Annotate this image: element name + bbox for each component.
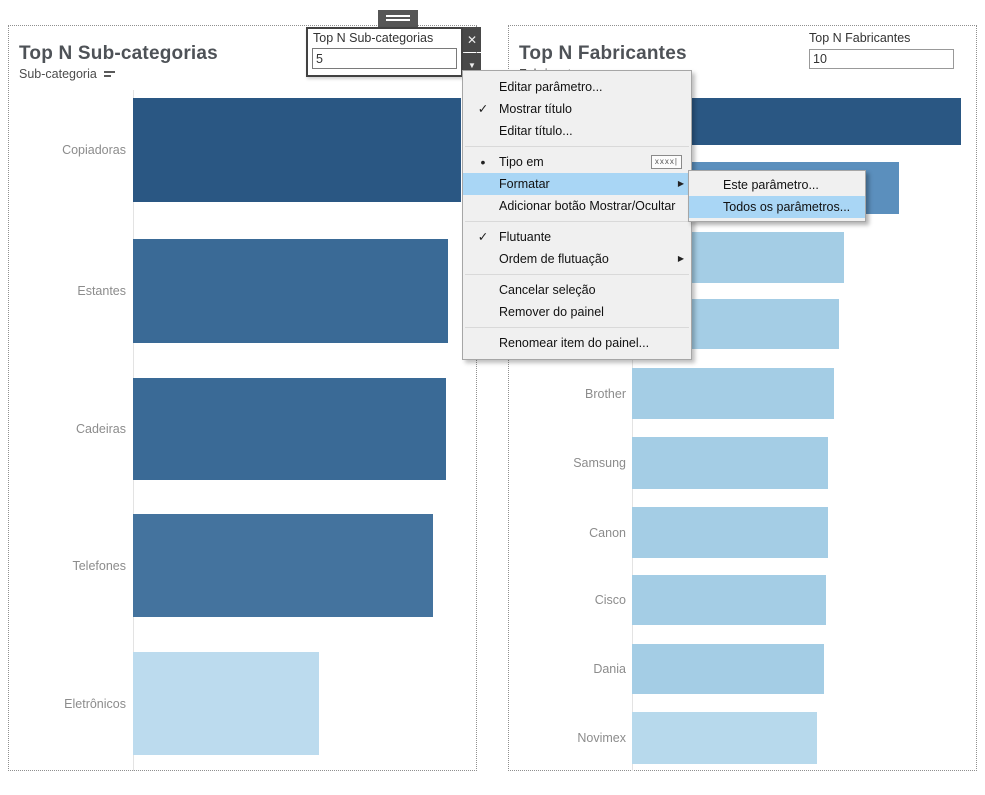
menu-item[interactable]: Tipo em • xxxx|: [463, 151, 691, 173]
bar[interactable]: [133, 378, 446, 480]
menu-item[interactable]: Cancelar seleção: [499, 283, 596, 297]
menu-separator: [465, 274, 689, 275]
drag-handle[interactable]: [378, 10, 418, 27]
category-axis-line: [632, 90, 633, 771]
check-icon: ✓: [477, 230, 489, 244]
sort-descending-icon: [103, 71, 116, 79]
bar[interactable]: [632, 368, 834, 419]
bar[interactable]: [133, 514, 433, 617]
bar[interactable]: [632, 507, 828, 558]
bar[interactable]: [632, 644, 824, 694]
menu-item[interactable]: Este parâmetro...: [723, 178, 819, 192]
menu-item[interactable]: Mostrar título ✓: [463, 98, 691, 120]
context-menu: Editar parâmetro... Mostrar título ✓ Editar…: [462, 70, 692, 360]
menu-item[interactable]: Adicionar botão Mostrar/Ocultar: [499, 199, 676, 213]
menu-item[interactable]: Editar título...: [499, 124, 573, 138]
category-label: Novimex: [577, 731, 626, 745]
left-row-field-label[interactable]: Sub-categoria: [19, 67, 116, 81]
bar[interactable]: [632, 712, 817, 764]
menu-item[interactable]: Todos os parâmetros...: [689, 196, 865, 218]
right-chart-title: Top N Fabricantes: [519, 42, 687, 64]
close-icon[interactable]: ✕: [463, 27, 481, 52]
menu-item[interactable]: Formatar ▶: [463, 173, 691, 195]
category-label: Dania: [593, 662, 626, 676]
bar[interactable]: [632, 575, 826, 625]
radio-bullet-icon: •: [480, 154, 486, 170]
category-label: Samsung: [573, 456, 626, 470]
menu-separator: [465, 146, 689, 147]
category-label: Cadeiras: [75, 422, 126, 436]
category-label: Copiadoras: [62, 143, 126, 157]
bar[interactable]: [632, 437, 828, 489]
bar[interactable]: [133, 98, 461, 202]
param-control-subcategorias[interactable]: Top N Sub-categorias: [306, 27, 463, 77]
param-value-input[interactable]: [312, 48, 457, 69]
category-label: Telefones: [72, 558, 126, 573]
menu-separator: [465, 327, 689, 328]
check-icon: ✓: [477, 102, 489, 116]
param-title: Top N Sub-categorias: [313, 31, 434, 45]
param-value-input[interactable]: [809, 49, 954, 69]
param-control-fabricantes: Top N Fabricantes: [809, 31, 954, 69]
category-label: Estantes: [77, 284, 126, 298]
menu-item[interactable]: Flutuante ✓: [463, 226, 691, 248]
category-label: Cisco: [594, 593, 626, 607]
category-label: Brother: [585, 386, 626, 401]
format-submenu: Este parâmetro... Todos os parâmetros...: [688, 170, 866, 222]
bar[interactable]: [133, 239, 448, 343]
left-chart-title: Top N Sub-categorias: [19, 42, 218, 64]
menu-item[interactable]: Ordem de flutuação ▶: [463, 248, 691, 270]
param-title: Top N Fabricantes: [809, 31, 911, 45]
submenu-arrow-icon: ▶: [677, 254, 684, 263]
zone-subcategorias[interactable]: Top N Sub-categorias Sub-categoria Copia…: [8, 25, 477, 771]
category-label: Canon: [589, 525, 626, 540]
left-bar-chart: Copiadoras Estantes Cadeiras Telefones Eletr…: [9, 26, 476, 771]
menu-item[interactable]: Renomear item do painel...: [499, 336, 650, 350]
bar[interactable]: [133, 652, 319, 755]
menu-item[interactable]: Remover do painel: [499, 305, 604, 319]
submenu-arrow-icon: ▶: [677, 179, 684, 188]
category-label: Eletrônicos: [64, 696, 126, 711]
menu-item[interactable]: Editar parâmetro...: [499, 80, 603, 94]
type-in-field-icon: xxxx|: [650, 155, 682, 169]
menu-separator: [465, 221, 689, 222]
